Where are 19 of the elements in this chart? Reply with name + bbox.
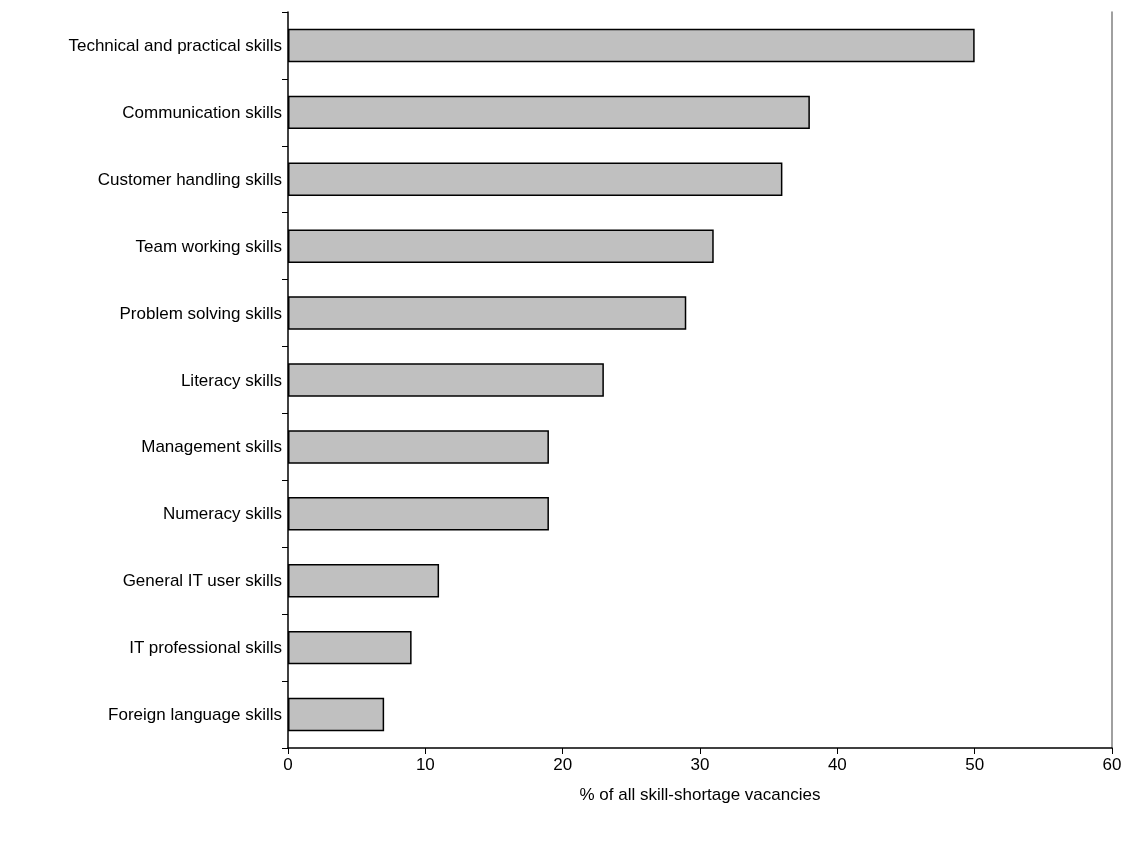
x-tick-label: 60 [1102, 755, 1122, 774]
y-tick-label: IT professional skills [129, 638, 282, 658]
x-axis-title: % of all skill-shortage vacancies [579, 785, 821, 804]
y-tick-label: Numeracy skills [162, 504, 282, 524]
x-tick-label: 30 [690, 755, 710, 774]
y-tick-label: Problem solving skills [119, 303, 282, 323]
y-tick-label: Technical and practical skills [68, 35, 282, 55]
x-tick-label: 0 [283, 755, 293, 774]
x-tick-label: 50 [965, 755, 985, 774]
y-tick-label: Team working skills [135, 236, 282, 256]
x-tick-label: 40 [827, 755, 847, 774]
y-tick-label: Foreign language skills [108, 705, 282, 725]
y-tick-label: General IT user skills [122, 571, 282, 591]
y-tick-label: Communication skills [122, 102, 282, 122]
y-tick-label: Customer handling skills [97, 169, 282, 189]
x-tick-label: 20 [553, 755, 573, 774]
x-tick-label: 10 [415, 755, 435, 774]
y-tick-label: Literacy skills [180, 370, 282, 390]
y-tick-label: Management skills [141, 437, 282, 457]
